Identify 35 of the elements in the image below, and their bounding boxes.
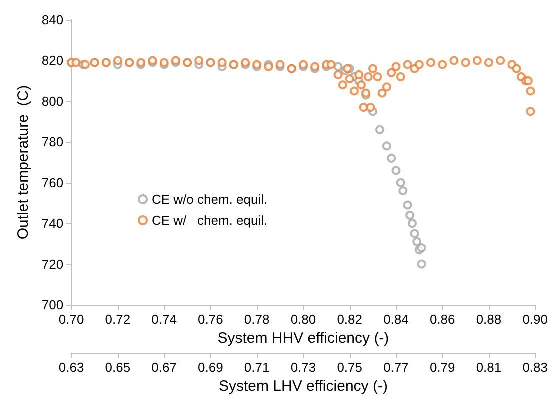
legend-label: CE w/o chem. equil.	[152, 192, 268, 207]
x2-tick-label: 0.79	[430, 360, 456, 375]
y-tick-label: 720	[42, 256, 64, 272]
x-tick-label: 0.82	[337, 312, 362, 327]
x-tick-label: 0.74	[152, 312, 177, 327]
x-axis-title: System HHV efficiency (-)	[218, 330, 390, 347]
x2-tick-label: 0.77	[384, 360, 409, 375]
x-tick-label: 0.78	[244, 312, 270, 327]
x2-tick-label: 0.83	[522, 360, 548, 375]
x2-axis-title: System LHV efficiency (-)	[219, 378, 388, 395]
y-tick-label: 800	[42, 94, 64, 109]
y-tick-label: 780	[42, 134, 64, 150]
x-tick-label: 0.86	[430, 312, 456, 327]
y-tick-label: 760	[42, 175, 64, 190]
x-tick-label: 0.76	[198, 312, 224, 327]
y-axis-title: Outlet temperature (C)	[15, 85, 32, 240]
x2-tick-label: 0.73	[290, 360, 316, 375]
legend-label: CE w/ chem. equil.	[152, 213, 268, 228]
y-tick-label: 820	[42, 53, 64, 68]
y-tick-label: 740	[42, 216, 64, 232]
x2-tick-label: 0.63	[58, 360, 84, 375]
x2-tick-label: 0.75	[337, 360, 362, 375]
x-tick-label: 0.90	[522, 312, 548, 327]
x2-tick-label: 0.65	[105, 360, 131, 375]
x-tick-label: 0.72	[105, 312, 131, 327]
x2-tick-label: 0.71	[244, 360, 270, 375]
x-tick-label: 0.80	[290, 312, 316, 327]
y-tick-label: 840	[42, 12, 64, 28]
x2-tick-label: 0.69	[198, 360, 224, 375]
x-tick-label: 0.70	[58, 312, 84, 327]
x2-tick-label: 0.81	[476, 360, 502, 375]
x-tick-label: 0.84	[384, 312, 409, 327]
y-tick-label: 700	[42, 298, 64, 312]
x-tick-label: 0.88	[476, 312, 502, 327]
x2-tick-label: 0.67	[152, 360, 177, 375]
